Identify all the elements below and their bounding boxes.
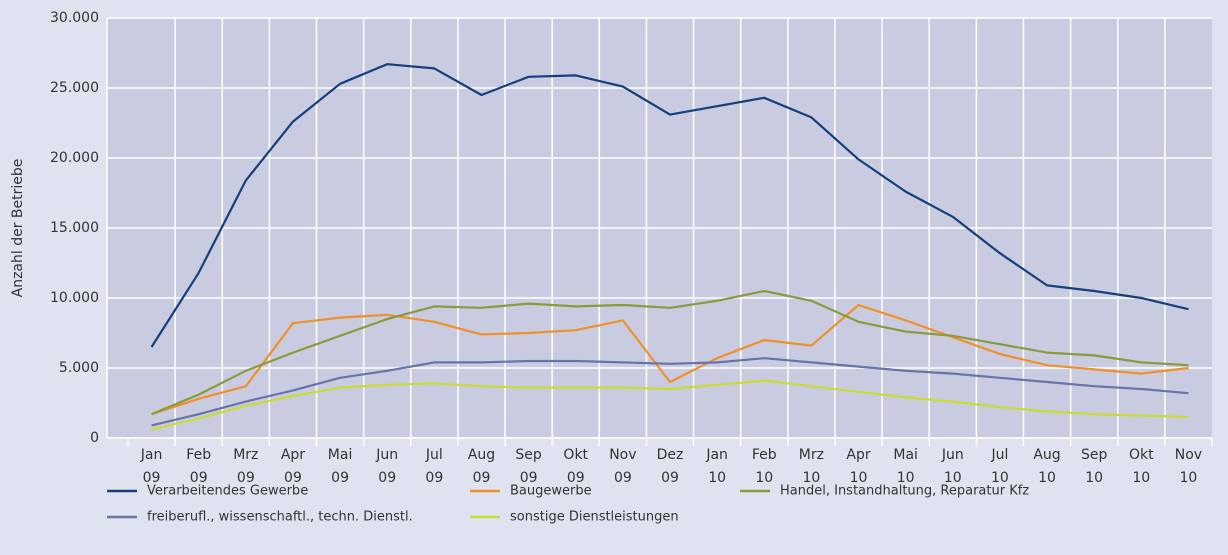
x-tick-label: 09 xyxy=(425,470,443,486)
y-tick-label: 20.000 xyxy=(50,150,99,166)
series-line xyxy=(150,63,1189,348)
x-tick-label: 09 xyxy=(378,470,396,486)
x-tick-label: 10 xyxy=(708,470,726,486)
legend-label: Handel, Instandhaltung, Reparatur Kfz xyxy=(780,484,1029,499)
legend-label: Verarbeitendes Gewerbe xyxy=(147,484,308,499)
x-tick-label: Mai xyxy=(893,447,918,463)
x-tick-label: Feb xyxy=(752,447,777,463)
x-tick-label: Mrz xyxy=(233,447,258,463)
x-tick-label: Apr xyxy=(281,447,305,463)
legend-label: Baugewerbe xyxy=(510,484,592,499)
x-tick-label: 10 xyxy=(897,470,915,486)
x-tick-label: Mrz xyxy=(799,447,824,463)
x-tick-label: 10 xyxy=(991,470,1009,486)
y-axis-label: Anzahl der Betriebe xyxy=(10,159,26,298)
x-tick-label: Sep xyxy=(1081,447,1108,463)
x-tick-label: 10 xyxy=(1085,470,1103,486)
x-tick-label: 10 xyxy=(802,470,820,486)
x-tick-label: 09 xyxy=(661,470,679,486)
x-tick-label: 09 xyxy=(284,470,302,486)
x-tick-label: 10 xyxy=(944,470,962,486)
x-tick-label: 09 xyxy=(143,470,161,486)
y-tick-label: 10.000 xyxy=(50,290,99,306)
x-tick-label: Aug xyxy=(1033,447,1060,463)
series-line xyxy=(151,357,1189,427)
y-tick-label: 25.000 xyxy=(50,80,99,96)
x-tick-label: 10 xyxy=(755,470,773,486)
x-tick-label: Sep xyxy=(515,447,542,463)
x-tick-label: 09 xyxy=(237,470,255,486)
x-tick-label: Okt xyxy=(1129,447,1154,463)
x-tick-label: Apr xyxy=(846,447,870,463)
legend-label: freiberufl., wissenschaftl., techn. Dien… xyxy=(147,510,413,525)
x-tick-label: Jun xyxy=(375,447,398,463)
legend: Verarbeitendes Gewerbe Baugewerbe Handel, … xyxy=(107,484,1029,525)
x-tick-label: Jan xyxy=(140,447,163,463)
x-tick-label: Jul xyxy=(990,447,1008,463)
y-tick-label: 5.000 xyxy=(59,360,99,376)
y-tick-label: 15.000 xyxy=(50,220,99,236)
x-tick-label: 09 xyxy=(520,470,538,486)
x-tick-label: Nov xyxy=(609,447,636,463)
x-tick-label: 10 xyxy=(1180,470,1198,486)
x-tick-label: Jan xyxy=(705,447,728,463)
series-line xyxy=(151,289,1189,416)
x-tick-label: 09 xyxy=(614,470,632,486)
y-tick-label: 30.000 xyxy=(50,10,99,26)
x-tick-label: Feb xyxy=(186,447,211,463)
x-tick-label: Jun xyxy=(941,447,964,463)
series-line xyxy=(151,379,1189,431)
x-tick-label: 10 xyxy=(1132,470,1150,486)
x-tick-label: Dez xyxy=(657,447,684,463)
x-tick-label: 09 xyxy=(473,470,491,486)
x-tick-label: 09 xyxy=(567,470,585,486)
x-tick-label: 10 xyxy=(850,470,868,486)
x-tick-label: 09 xyxy=(331,470,349,486)
x-tick-label: 10 xyxy=(1038,470,1056,486)
x-tick-label: Mai xyxy=(328,447,353,463)
series-line xyxy=(151,303,1189,416)
x-tick-label: 09 xyxy=(190,470,208,486)
x-tick-label: Jul xyxy=(425,447,443,463)
x-tick-label: Nov xyxy=(1175,447,1202,463)
x-tick-label: Okt xyxy=(563,447,588,463)
y-tick-label: 0 xyxy=(90,430,99,446)
legend-label: sonstige Dienstleistungen xyxy=(510,510,679,525)
x-tick-label: Aug xyxy=(468,447,495,463)
